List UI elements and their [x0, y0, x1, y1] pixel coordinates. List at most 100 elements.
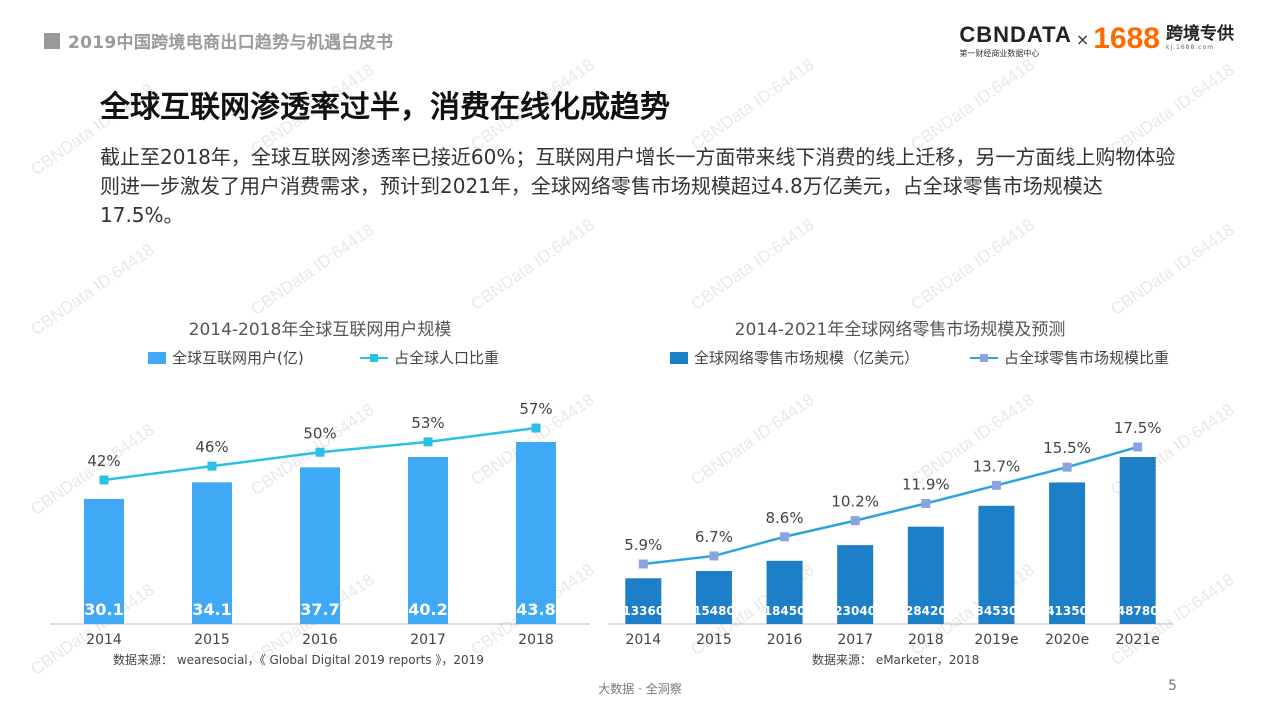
- data-source: 数据来源： wearesocial，《 Global Digital 2019 …: [113, 652, 484, 667]
- line-value-label: 8.6%: [766, 509, 804, 527]
- cbndata-logo-text: CBNDATA: [959, 22, 1072, 47]
- legend-bar-label: 全球互联网用户(亿): [172, 349, 304, 367]
- doc-header: 2019中国跨境电商出口趋势与机遇白皮书: [44, 28, 393, 53]
- kuajing-logo-sub: kj.1688.com: [1166, 44, 1215, 51]
- header-square-icon: [44, 32, 60, 49]
- legend-line-marker: [370, 354, 378, 362]
- line-value-label: 46%: [195, 438, 228, 456]
- line-marker: [207, 461, 217, 471]
- line-value-label: 17.5%: [1114, 419, 1162, 437]
- x-tick-label: 2020e: [1045, 632, 1089, 648]
- line-marker: [1062, 462, 1072, 472]
- bar: [625, 578, 662, 624]
- doc-title: 2019中国跨境电商出口趋势与机遇白皮书: [68, 33, 394, 53]
- bar-value-label: 40.2: [408, 600, 447, 619]
- x-tick-label: 2014: [625, 632, 661, 648]
- bar: [84, 498, 124, 624]
- internet-users-chart: 2014-2018年全球互联网用户规模全球互联网用户(亿) 占全球人口比重 30.1…: [40, 308, 600, 682]
- x-tick-label: 2016: [302, 632, 338, 648]
- bar-value-label: 30.1: [84, 600, 123, 619]
- page-number: 5: [1168, 678, 1177, 694]
- logo-cross: ×: [1075, 30, 1090, 49]
- line-value-label: 57%: [519, 400, 552, 418]
- bar: [766, 560, 803, 624]
- line-marker: [780, 532, 790, 542]
- data-source: 数据来源： eMarketer，2018: [812, 652, 979, 667]
- bar: [978, 505, 1015, 624]
- bar-value-label: 37.7: [300, 600, 339, 619]
- line-value-label: 6.7%: [695, 528, 733, 546]
- x-tick-label: 2017: [837, 632, 873, 648]
- bar: [907, 526, 944, 624]
- share-line: [643, 445, 1139, 566]
- brand-logo: CBNDATA 第一财经商业数据中心 × 1688 跨境专供 kj.1688.c…: [959, 24, 1234, 59]
- bar: [695, 571, 732, 624]
- bar-value-label: 28420: [905, 604, 947, 618]
- bar-value-label: 43.8: [516, 600, 555, 619]
- bar: [837, 545, 874, 624]
- bar-value-label: 34.1: [192, 600, 231, 619]
- watermark-text: CBNData ID:64418: [687, 55, 818, 155]
- line-marker: [423, 437, 433, 447]
- line-value-label: 50%: [303, 424, 336, 442]
- legend-bar-label: 全球网络零售市场规模（亿美元）: [694, 349, 919, 367]
- x-tick-label: 2019e: [974, 632, 1018, 648]
- kuajing-logo-text: 跨境专供: [1166, 24, 1234, 44]
- bar: [192, 482, 232, 624]
- x-tick-label: 2014: [86, 632, 122, 648]
- bar-value-label: 15480: [693, 604, 735, 618]
- x-tick-label: 2015: [194, 632, 230, 648]
- watermark-text: CBNData ID:64418: [1107, 220, 1238, 320]
- x-tick-label: 2017: [410, 632, 446, 648]
- line-value-label: 13.7%: [973, 457, 1021, 475]
- online-retail-chart: 2014-2021年全球网络零售市场规模及预测全球网络零售市场规模（亿美元） 占全…: [600, 308, 1200, 682]
- line-marker: [1133, 442, 1143, 452]
- line-marker: [709, 551, 719, 561]
- bar: [1049, 482, 1086, 624]
- bar: [516, 442, 556, 624]
- line-value-label: 5.9%: [624, 536, 662, 554]
- slide-title: 全球互联网渗透率过半，消费在线化成趋势: [100, 90, 670, 125]
- line-value-label: 53%: [411, 414, 444, 432]
- legend-line-label: 占全球人口比重: [394, 349, 499, 367]
- x-tick-label: 2018: [518, 632, 554, 648]
- watermark-text: CBNData ID:64418: [687, 215, 818, 315]
- bar-value-label: 23040: [834, 604, 876, 618]
- watermark-text: CBNData ID:64418: [247, 220, 378, 320]
- line-marker: [921, 498, 931, 508]
- legend-bar-swatch: [670, 352, 688, 364]
- cbndata-logo: CBNDATA 第一财经商业数据中心: [959, 24, 1072, 59]
- bar: [408, 456, 448, 624]
- watermark-text: CBNData ID:64418: [907, 215, 1038, 315]
- line-marker: [638, 559, 648, 569]
- line-value-label: 10.2%: [831, 493, 879, 511]
- bar-value-label: 48780: [1117, 604, 1159, 618]
- slide-description: 截止至2018年，全球互联网渗透率已接近60%；互联网用户增长一方面带来线下消费…: [100, 145, 1176, 227]
- chart-title: 2014-2018年全球互联网用户规模: [189, 320, 452, 340]
- legend-line-marker: [980, 354, 988, 362]
- x-tick-label: 2018: [908, 632, 944, 648]
- bar-value-label: 41350: [1046, 604, 1088, 618]
- legend-bar-swatch: [148, 352, 166, 364]
- line-marker: [850, 516, 860, 526]
- bar: [300, 467, 340, 624]
- watermark-text: CBNData ID:64418: [907, 55, 1038, 155]
- x-tick-label: 2016: [767, 632, 803, 648]
- line-value-label: 15.5%: [1043, 439, 1091, 457]
- logo-1688: 1688: [1093, 22, 1160, 55]
- footer-tagline: 大数据 · 全洞察: [598, 682, 682, 696]
- x-tick-label: 2021e: [1116, 632, 1160, 648]
- x-tick-label: 2015: [696, 632, 732, 648]
- legend-line-label: 占全球零售市场规模比重: [1004, 349, 1169, 367]
- chart-title: 2014-2021年全球网络零售市场规模及预测: [735, 320, 1066, 340]
- bar-value-label: 13360: [622, 604, 664, 618]
- bar-value-label: 34530: [976, 604, 1018, 618]
- line-value-label: 42%: [87, 452, 120, 470]
- bar-value-label: 18450: [764, 604, 806, 618]
- line-marker: [99, 475, 109, 485]
- line-marker: [991, 480, 1001, 490]
- line-value-label: 11.9%: [902, 475, 950, 493]
- watermark-text: CBNData ID:64418: [467, 215, 598, 315]
